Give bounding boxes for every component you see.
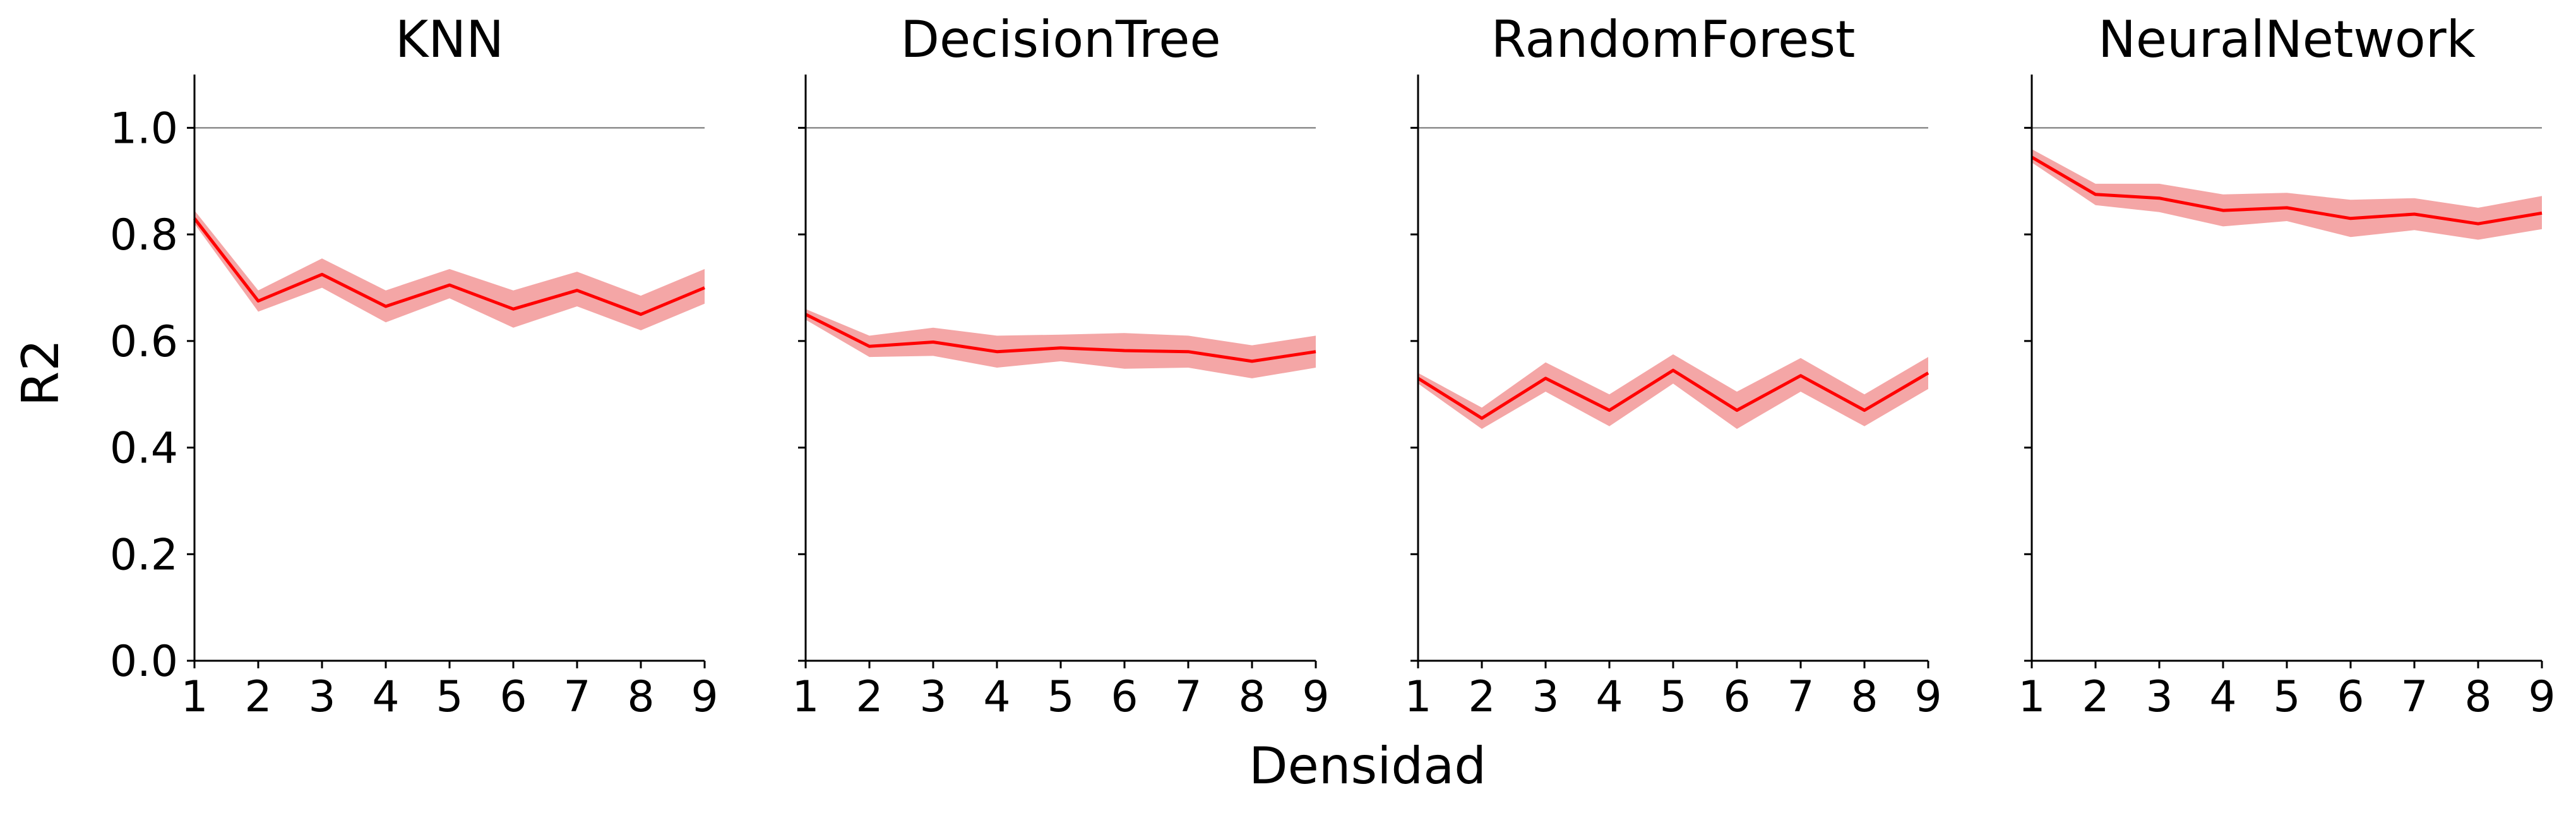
x-tick-label: 6 bbox=[1111, 672, 1138, 722]
x-tick-label: 7 bbox=[563, 672, 590, 722]
panel-title: KNN bbox=[395, 10, 504, 69]
x-tick-label: 2 bbox=[244, 672, 271, 722]
x-tick-label: 9 bbox=[1914, 672, 1941, 722]
y-tick-label: 1.0 bbox=[110, 104, 178, 154]
y-tick-label: 0.2 bbox=[110, 530, 178, 580]
confidence-band bbox=[1418, 354, 1928, 429]
x-tick-label: 1 bbox=[792, 672, 819, 722]
x-tick-label: 8 bbox=[1238, 672, 1265, 722]
x-tick-label: 4 bbox=[1595, 672, 1623, 722]
x-tick-label: 4 bbox=[2209, 672, 2236, 722]
panel-neuralnetwork: 1 2 3 4 5 6 7 8 9 NeuralNetwork bbox=[2018, 10, 2555, 722]
x-tick-label: 6 bbox=[1723, 672, 1750, 722]
x-tick-label: 5 bbox=[436, 672, 463, 722]
x-tick-label: 2 bbox=[856, 672, 883, 722]
x-tick-label: 9 bbox=[2528, 672, 2555, 722]
panel-title: DecisionTree bbox=[900, 10, 1220, 69]
y-tick-label: 0.6 bbox=[110, 317, 178, 367]
x-tick-label: 2 bbox=[1468, 672, 1495, 722]
confidence-band bbox=[2032, 149, 2542, 240]
x-tick-label: 5 bbox=[1047, 672, 1074, 722]
x-tick-label: 3 bbox=[308, 672, 335, 722]
x-tick-label: 8 bbox=[2464, 672, 2491, 722]
series-line bbox=[804, 313, 1316, 363]
x-tick-label: 4 bbox=[372, 672, 399, 722]
x-tick-label: 7 bbox=[1174, 672, 1202, 722]
x-tick-label: 3 bbox=[1532, 672, 1559, 722]
x-tick-label: 6 bbox=[2337, 672, 2364, 722]
x-tick-label: 7 bbox=[2400, 672, 2428, 722]
series-line bbox=[193, 217, 705, 316]
series-line bbox=[2030, 155, 2543, 226]
y-tick-label: 0.0 bbox=[110, 637, 178, 687]
x-tick-label: 5 bbox=[1659, 672, 1686, 722]
x-tick-label: 5 bbox=[2273, 672, 2300, 722]
x-axis-label: Densidad bbox=[1249, 737, 1486, 795]
x-tick-label: 6 bbox=[499, 672, 527, 722]
series-line bbox=[1417, 368, 1929, 420]
x-tick-label: 1 bbox=[1404, 672, 1431, 722]
x-tick-label: 9 bbox=[1302, 672, 1329, 722]
x-tick-label: 9 bbox=[691, 672, 718, 722]
x-tick-label: 1 bbox=[181, 672, 208, 722]
confidence-band bbox=[806, 309, 1316, 378]
x-tick-label: 3 bbox=[919, 672, 946, 722]
x-tick-label: 7 bbox=[1787, 672, 1814, 722]
x-tick-label: 2 bbox=[2082, 672, 2109, 722]
x-tick-label: 8 bbox=[627, 672, 654, 722]
x-tick-label: 1 bbox=[2018, 672, 2045, 722]
panel-decisiontree: 1 2 3 4 5 6 7 8 9 DecisionTree bbox=[792, 10, 1329, 722]
panel-title: RandomForest bbox=[1491, 10, 1856, 69]
panel-title: NeuralNetwork bbox=[2098, 10, 2476, 69]
y-tick-label: 0.8 bbox=[110, 210, 178, 260]
x-tick-label: 3 bbox=[2145, 672, 2173, 722]
x-tick-label: 8 bbox=[1851, 672, 1878, 722]
y-tick-label: 0.4 bbox=[110, 424, 178, 474]
confidence-band bbox=[194, 210, 705, 330]
panel-randomforest: 1 2 3 4 5 6 7 8 9 RandomForest bbox=[1404, 10, 1941, 722]
y-axis-label: R2 bbox=[11, 339, 70, 406]
x-tick-label: 4 bbox=[983, 672, 1010, 722]
panel-knn: 0.0 0.2 0.4 0.6 0.8 1.0 1 2 3 4 5 6 7 8 9 KNN bbox=[110, 10, 719, 722]
